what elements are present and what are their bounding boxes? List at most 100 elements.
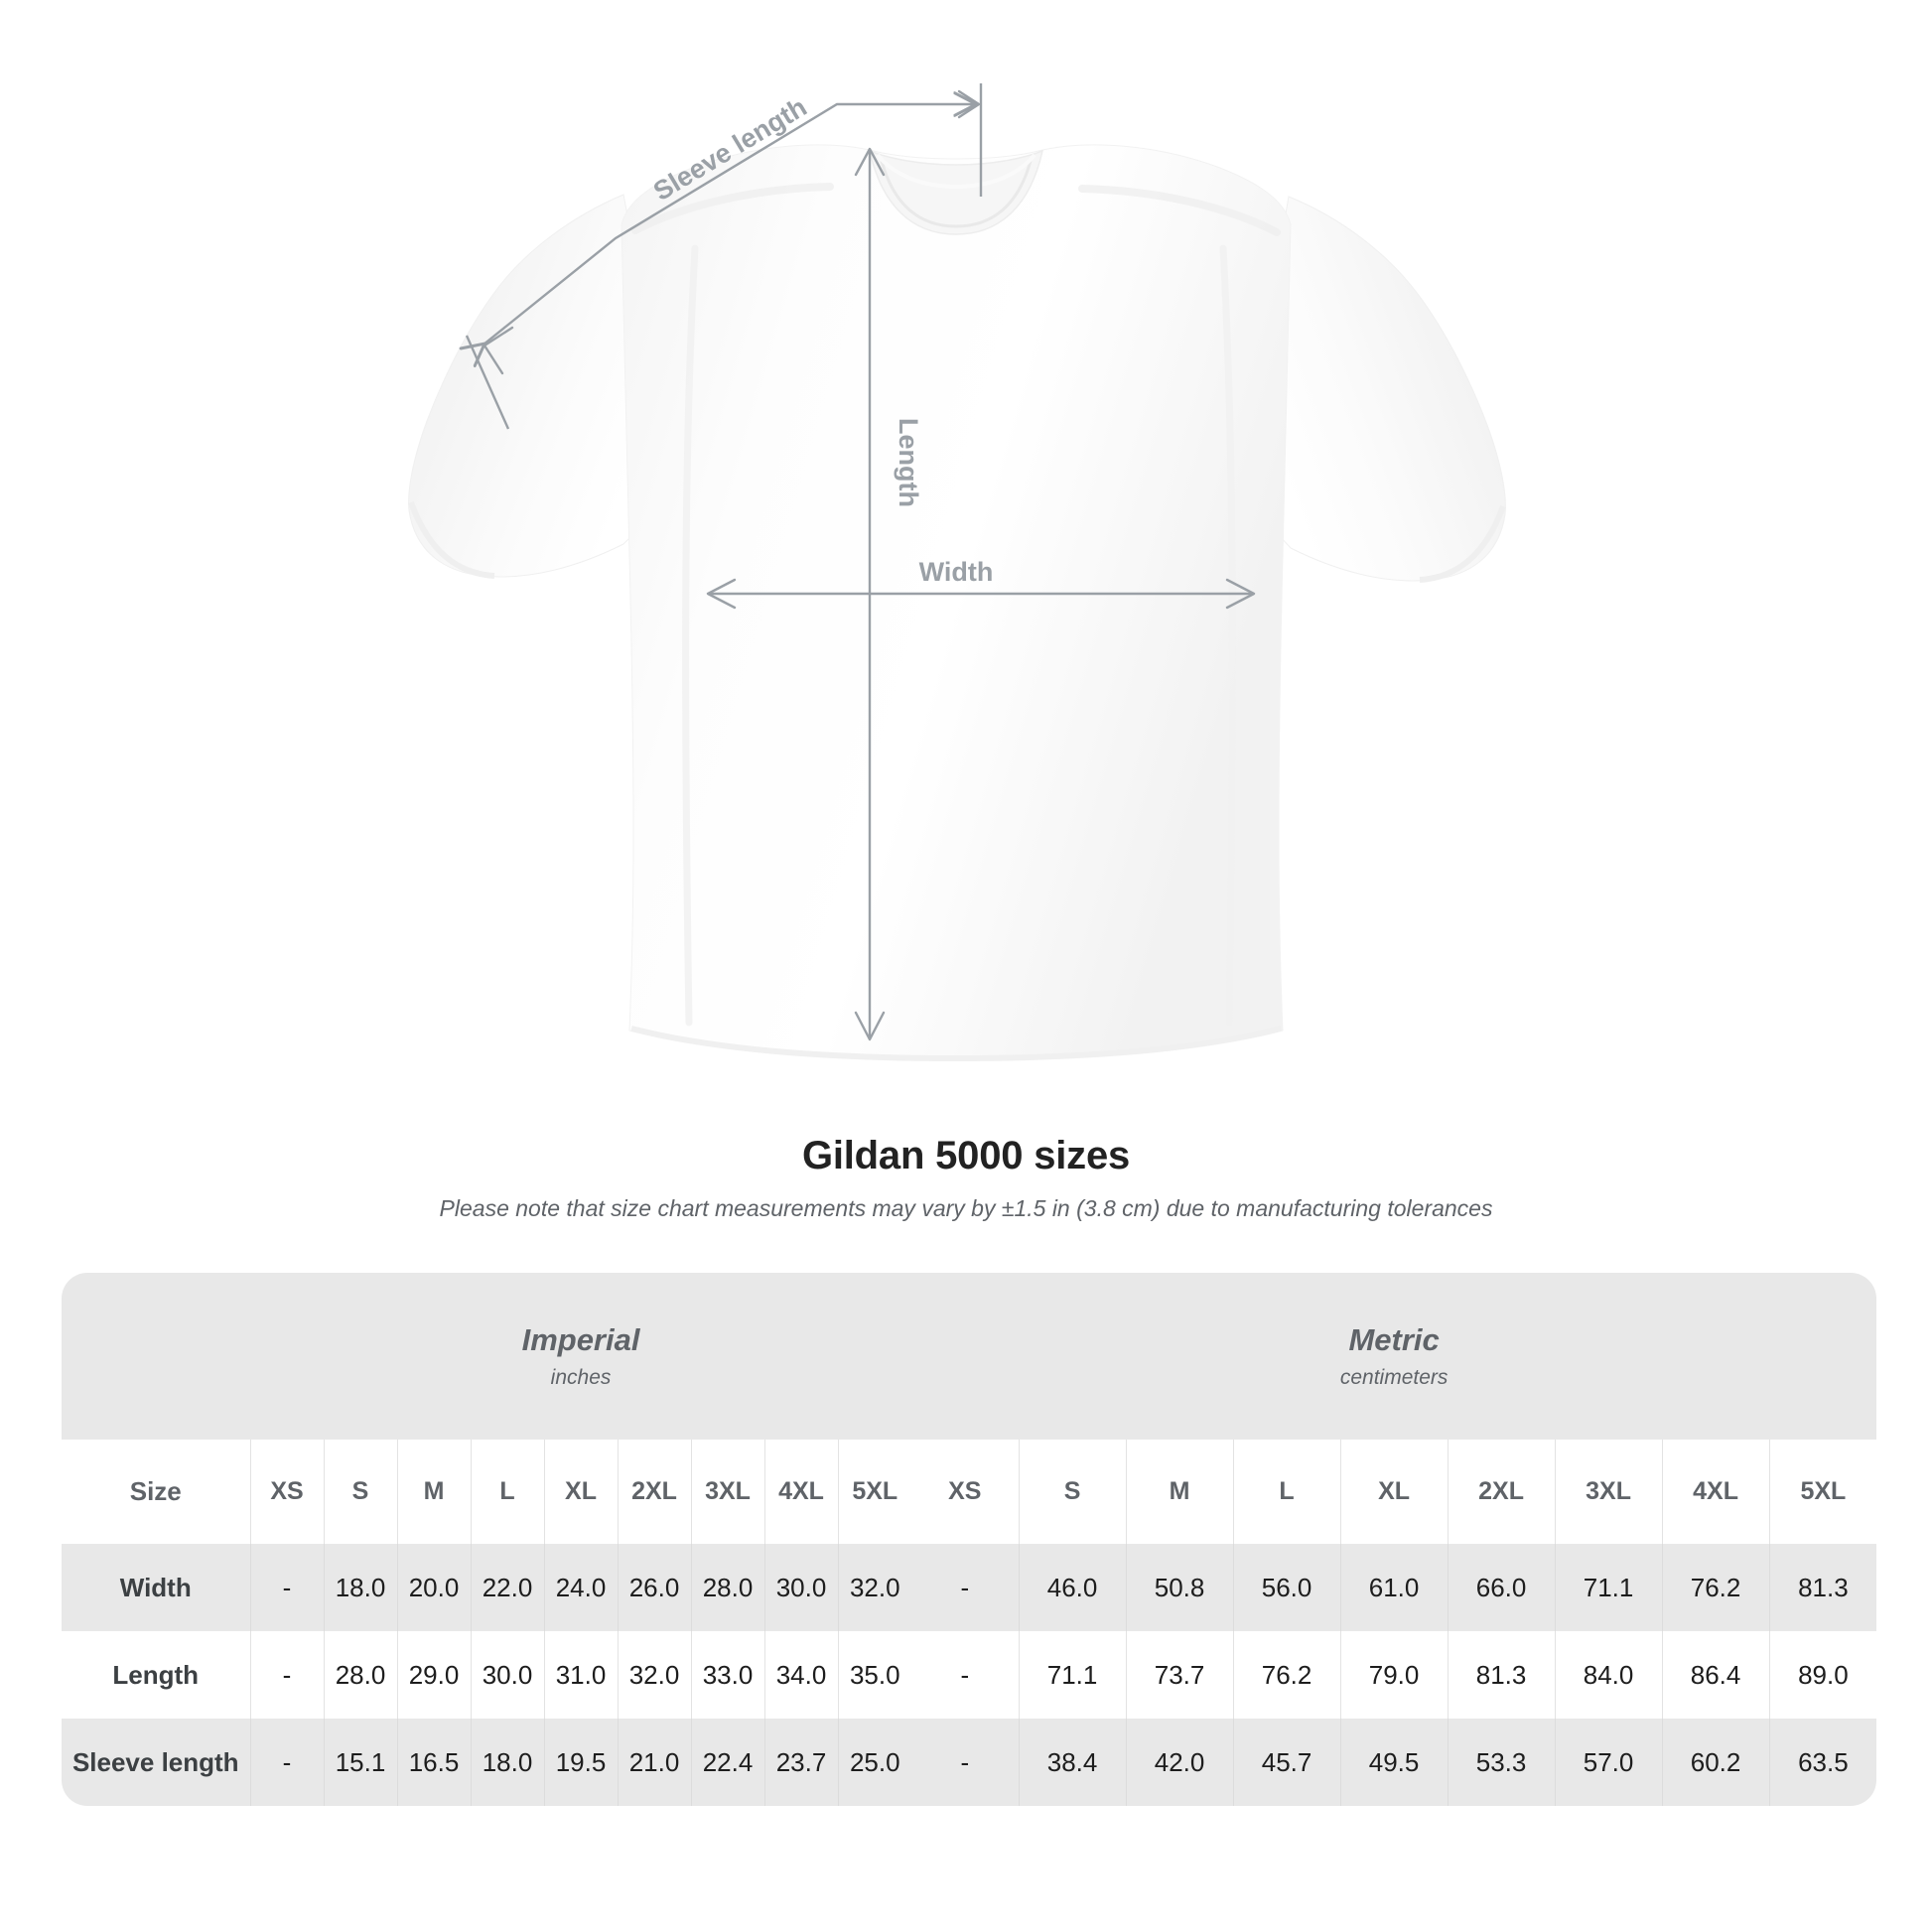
cell-width-metric-2xl: 66.0 xyxy=(1447,1544,1556,1631)
row-label-width: Width xyxy=(62,1544,250,1631)
shirt-body xyxy=(621,144,1292,1061)
measurement-annotations xyxy=(465,83,1256,1041)
length-arrow-bottom xyxy=(854,1011,886,1041)
right-sleeve-hem xyxy=(1419,504,1506,583)
cell-width-imperial-m: 20.0 xyxy=(396,1544,471,1631)
width-arrow-left xyxy=(706,578,737,610)
length-label: Length xyxy=(894,418,923,507)
unit-subtitle: centimeters xyxy=(1339,1366,1449,1390)
unit-band-row: Imperial inches Metric centimeters xyxy=(62,1273,1877,1440)
page-subtitle: Please note that size chart measurements… xyxy=(439,1195,1493,1221)
page-title: Gildan 5000 sizes xyxy=(801,1134,1131,1177)
cell-width-imperial-5xl: 32.0 xyxy=(837,1544,912,1631)
size-header-l-imperial: L xyxy=(470,1440,544,1544)
cell-length-metric-m: 73.7 xyxy=(1125,1631,1234,1719)
size-header-2xl-imperial: 2XL xyxy=(617,1440,691,1544)
cell-sleeve-length-imperial-xs: - xyxy=(249,1719,324,1806)
size-header-5xl-imperial: 5XL xyxy=(837,1440,912,1544)
cell-sleeve-length-imperial-m: 16.5 xyxy=(396,1719,471,1806)
left-sleeve xyxy=(408,194,652,578)
body-fold-right xyxy=(1219,244,1236,1027)
table-row: Width -18.0 20.0 22.0 24.0 26.0 28.0 30.0 32.0-4… xyxy=(62,1544,1877,1631)
cell-sleeve-length-metric-xl: 49.5 xyxy=(1339,1719,1449,1806)
cell-sleeve-length-metric-s: 38.4 xyxy=(1018,1719,1127,1806)
cell-sleeve-length-imperial-4xl: 23.7 xyxy=(763,1719,838,1806)
sleeve-arrow-end-head xyxy=(957,89,981,119)
cell-sleeve-length-metric-l: 45.7 xyxy=(1232,1719,1341,1806)
size-chart-table: Imperial inches Metric centimeters Size XS S M L… xyxy=(62,1273,1877,1806)
cell-width-imperial-xs: - xyxy=(249,1544,324,1631)
size-header-4xl-imperial: 4XL xyxy=(763,1440,838,1544)
size-column-header: Size xyxy=(62,1440,250,1544)
cell-sleeve-length-imperial-3xl: 22.4 xyxy=(690,1719,764,1806)
size-header-s-imperial: S xyxy=(323,1440,397,1544)
cell-length-imperial-2xl: 32.0 xyxy=(617,1631,691,1719)
cell-width-metric-l: 56.0 xyxy=(1232,1544,1341,1631)
size-header-xs-metric: XS xyxy=(911,1440,1020,1544)
cell-width-imperial-s: 18.0 xyxy=(323,1544,397,1631)
size-header-xl-imperial: XL xyxy=(543,1440,618,1544)
size-header-3xl-imperial: 3XL xyxy=(690,1440,764,1544)
cell-length-imperial-xl: 31.0 xyxy=(543,1631,618,1719)
right-sleeve-shape xyxy=(1262,196,1506,582)
cell-length-imperial-s: 28.0 xyxy=(323,1631,397,1719)
cell-width-metric-xs: - xyxy=(911,1544,1020,1631)
cell-sleeve-length-metric-2xl: 53.3 xyxy=(1447,1719,1556,1806)
cell-width-metric-xl: 61.0 xyxy=(1339,1544,1449,1631)
cell-length-imperial-l: 30.0 xyxy=(470,1631,544,1719)
sleeve-length-line xyxy=(483,104,975,345)
cell-length-imperial-5xl: 35.0 xyxy=(837,1631,912,1719)
cell-width-metric-m: 50.8 xyxy=(1125,1544,1234,1631)
cell-sleeve-length-metric-m: 42.0 xyxy=(1125,1719,1234,1806)
cell-sleeve-length-metric-xs: - xyxy=(911,1719,1020,1806)
unit-name: Metric xyxy=(1348,1321,1440,1357)
unit-name: Imperial xyxy=(521,1321,640,1357)
size-header-row: Size XS S M L XL 2XL 3XL 4XL 5XL XS S M L XL 2XL 3XL 4XL 5… xyxy=(62,1440,1877,1544)
unit-band-metric: Metric centimeters xyxy=(911,1273,1877,1440)
table-row: Sleeve length -15.1 16.5 18.0 19.5 21.0 22.4 23… xyxy=(62,1719,1877,1806)
size-chart-table-container: Imperial inches Metric centimeters Size XS S M L… xyxy=(62,1273,1877,1806)
cell-length-metric-2xl: 81.3 xyxy=(1447,1631,1556,1719)
width-arrow-right xyxy=(1225,578,1256,610)
bottom-hem xyxy=(630,1026,1282,1062)
cell-width-metric-3xl: 71.1 xyxy=(1554,1544,1663,1631)
cell-length-metric-l: 76.2 xyxy=(1232,1631,1341,1719)
cell-sleeve-length-imperial-s: 15.1 xyxy=(323,1719,397,1806)
row-label-sleeve-length: Sleeve length xyxy=(62,1719,250,1806)
cell-width-metric-s: 46.0 xyxy=(1018,1544,1127,1631)
cell-width-imperial-2xl: 26.0 xyxy=(617,1544,691,1631)
cell-length-metric-xs: - xyxy=(911,1631,1020,1719)
tshirt-measurement-diagram: Sleeve length Length Width xyxy=(408,83,1506,1062)
sleeve-left-tick xyxy=(465,335,510,430)
cell-width-metric-5xl: 81.3 xyxy=(1768,1544,1877,1631)
size-header-5xl-metric: 5XL xyxy=(1768,1440,1877,1544)
cell-sleeve-length-imperial-xl: 19.5 xyxy=(543,1719,618,1806)
cell-width-imperial-3xl: 28.0 xyxy=(690,1544,764,1631)
size-header-m-metric: M xyxy=(1125,1440,1234,1544)
size-header-4xl-metric: 4XL xyxy=(1661,1440,1770,1544)
table-row: Length -28.0 29.0 30.0 31.0 32.0 33.0 34.0 35.0-… xyxy=(62,1631,1877,1719)
cell-sleeve-length-imperial-l: 18.0 xyxy=(470,1719,544,1806)
cell-length-imperial-3xl: 33.0 xyxy=(690,1631,764,1719)
row-label-length: Length xyxy=(62,1631,250,1719)
cell-width-imperial-4xl: 30.0 xyxy=(763,1544,838,1631)
cell-sleeve-length-imperial-5xl: 25.0 xyxy=(837,1719,912,1806)
left-sleeve-hem xyxy=(408,500,495,579)
cell-length-imperial-4xl: 34.0 xyxy=(763,1631,838,1719)
cell-length-imperial-m: 29.0 xyxy=(396,1631,471,1719)
shoulder-shade-right xyxy=(1078,185,1281,236)
cell-length-metric-xl: 79.0 xyxy=(1339,1631,1449,1719)
cell-width-imperial-xl: 24.0 xyxy=(543,1544,618,1631)
size-header-3xl-metric: 3XL xyxy=(1554,1440,1663,1544)
cell-width-imperial-l: 22.0 xyxy=(470,1544,544,1631)
cell-length-imperial-xs: - xyxy=(249,1631,324,1719)
unit-band-imperial: Imperial inches xyxy=(250,1273,912,1440)
unit-subtitle: inches xyxy=(550,1366,612,1390)
cell-length-metric-3xl: 84.0 xyxy=(1554,1631,1663,1719)
tshirt-diagram-svg: Sleeve length Length Width xyxy=(408,83,1506,1062)
cell-sleeve-length-metric-4xl: 60.2 xyxy=(1661,1719,1770,1806)
cell-length-metric-4xl: 86.4 xyxy=(1661,1631,1770,1719)
unit-band-spacer xyxy=(62,1273,250,1440)
size-header-l-metric: L xyxy=(1232,1440,1341,1544)
size-header-m-imperial: M xyxy=(396,1440,471,1544)
